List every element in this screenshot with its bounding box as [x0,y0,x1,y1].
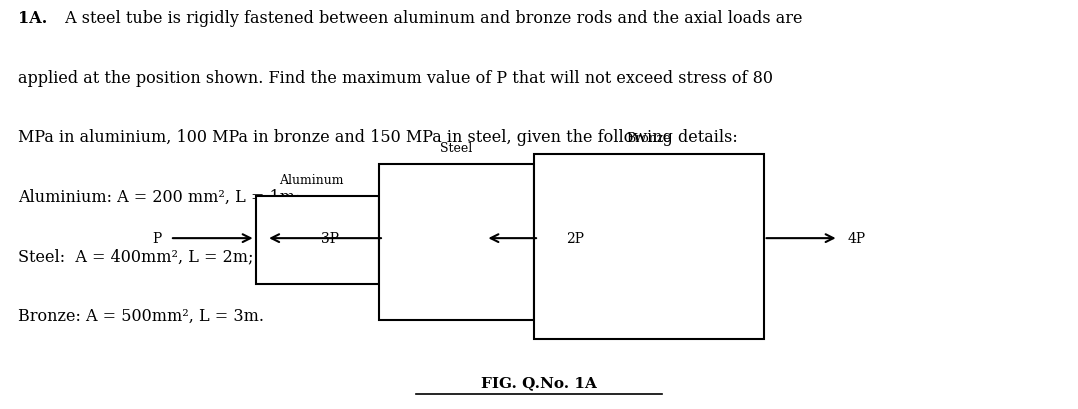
Text: Aluminum: Aluminum [279,173,344,187]
Text: 3P: 3P [321,231,340,245]
Text: Bronze: Bronze [626,131,671,144]
Text: Steel: Steel [440,142,472,155]
Text: 4P: 4P [847,231,866,245]
Text: P: P [152,231,162,245]
Text: FIG. Q.No. 1A: FIG. Q.No. 1A [481,375,597,389]
Text: Aluminium: A = 200 mm², L = 1m;: Aluminium: A = 200 mm², L = 1m; [18,188,301,205]
Bar [255,196,378,285]
Text: applied at the position shown. Find the maximum value of P that will not exceed : applied at the position shown. Find the … [18,70,773,86]
Text: Bronze: A = 500mm², L = 3m.: Bronze: A = 500mm², L = 3m. [18,307,264,324]
Text: 2P: 2P [566,231,584,245]
Bar [534,155,763,339]
Text: A steel tube is rigidly fastened between aluminum and bronze rods and the axial : A steel tube is rigidly fastened between… [59,10,802,27]
Text: 1A.: 1A. [18,10,47,27]
Text: Steel:  A = 400mm², L = 2m;: Steel: A = 400mm², L = 2m; [18,247,253,264]
Text: MPa in aluminium, 100 MPa in bronze and 150 MPa in steel, given the following de: MPa in aluminium, 100 MPa in bronze and … [18,129,737,146]
Bar [378,164,534,321]
